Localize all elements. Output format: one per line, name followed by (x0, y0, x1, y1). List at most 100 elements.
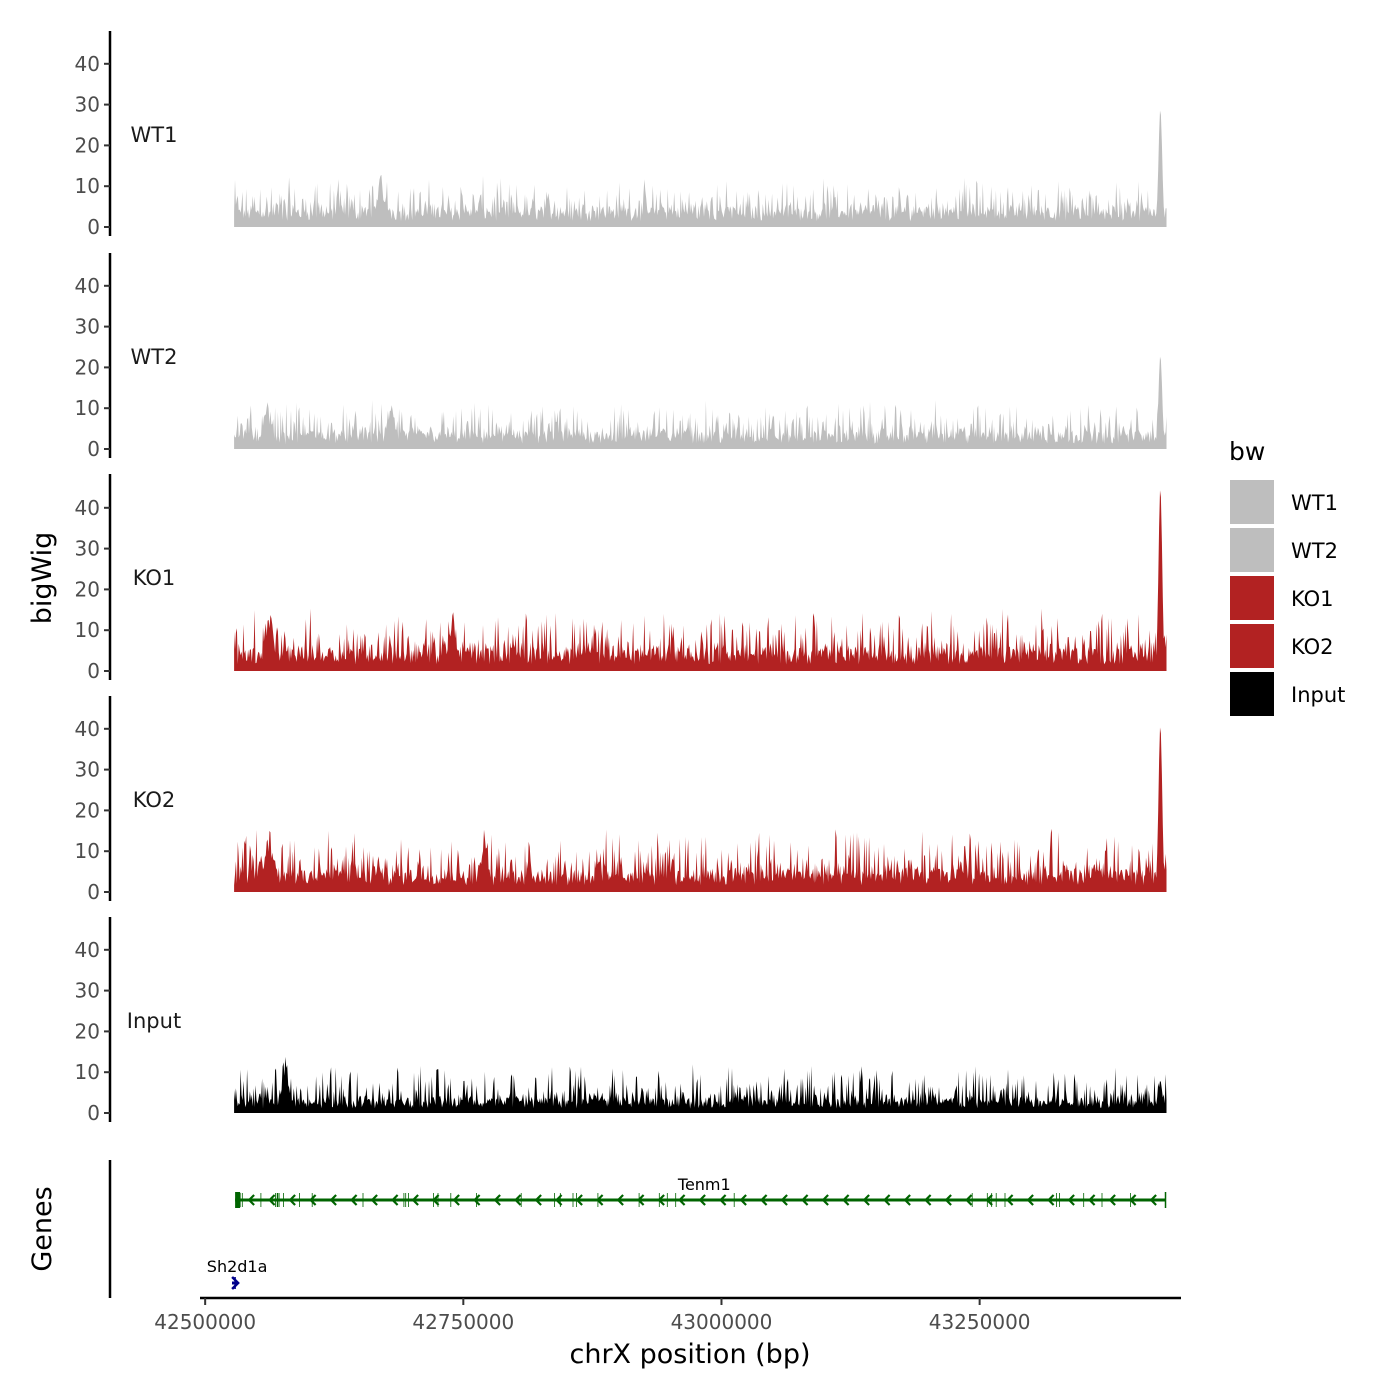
coverage-area (234, 727, 1167, 892)
strand-arrow (1088, 1194, 1096, 1206)
y-tick-label: 20 (75, 1019, 100, 1043)
genes-axis-title: Genes (27, 1186, 58, 1271)
y-tick-label: 20 (75, 355, 100, 379)
track-ko1: 0 10 20 30 40 KO1 (75, 474, 1167, 683)
coverage-area (234, 1056, 1167, 1113)
gene-label: Tenm1 (677, 1175, 731, 1194)
gene-tenm1: Tenm1 (235, 1175, 1167, 1208)
strand-arrow (719, 1194, 727, 1206)
strand-arrow (678, 1194, 686, 1206)
y-tick-label: 20 (75, 577, 100, 601)
x-tick-label: 43000000 (671, 1310, 773, 1334)
y-tick-label: 30 (75, 315, 100, 339)
y-tick-label: 10 (75, 618, 100, 642)
strand-arrow (493, 1194, 501, 1206)
legend-label: Input (1291, 683, 1345, 707)
strand-arrow (903, 1194, 911, 1206)
strand-arrow (616, 1194, 624, 1206)
x-tick-label: 42500000 (154, 1310, 256, 1334)
y-tick-label: 20 (75, 798, 100, 822)
strand-arrow (370, 1194, 378, 1206)
legend-key (1230, 624, 1274, 668)
legend: bw WT1 WT2 KO1 KO2 Input (1229, 437, 1345, 716)
track-label: WT2 (131, 345, 178, 369)
coverage-area (234, 110, 1167, 227)
gene-label: Sh2d1a (207, 1257, 268, 1276)
track-label: KO2 (133, 788, 176, 812)
strand-arrow (247, 1194, 255, 1206)
strand-arrow (944, 1194, 952, 1206)
strand-arrow (1047, 1194, 1055, 1206)
legend-key (1230, 672, 1274, 716)
x-axis: 42500000 42750000 43000000 43250000 (154, 1296, 1181, 1334)
coverage-tracks: 0 10 20 30 40 WT1 0 10 20 30 40 WT2 0 10 20 30 40 KO1 0 10 2… (75, 31, 1167, 1125)
y-tick-label: 30 (75, 537, 100, 561)
exon (235, 1192, 241, 1208)
track-label: WT1 (131, 123, 178, 147)
strand-arrow (231, 1276, 240, 1290)
legend-title: bw (1229, 437, 1265, 466)
strand-arrow (821, 1194, 829, 1206)
strand-arrow (1108, 1194, 1116, 1206)
strand-arrow (534, 1194, 542, 1206)
y-tick-label: 30 (75, 93, 100, 117)
strand-arrow (985, 1194, 993, 1206)
strand-arrow (473, 1194, 481, 1206)
track-input: 0 10 20 30 40 Input (75, 917, 1167, 1125)
strand-arrow (883, 1194, 891, 1206)
strand-arrow (842, 1194, 850, 1206)
strand-arrow (965, 1194, 973, 1206)
y-tick-label: 30 (75, 979, 100, 1003)
strand-arrow (391, 1194, 399, 1206)
strand-arrow (350, 1194, 358, 1206)
strand-arrow (1129, 1194, 1137, 1206)
coverage-area (234, 490, 1167, 671)
track-ko2: 0 10 20 30 40 KO2 (75, 696, 1167, 904)
y-tick-label: 10 (75, 1060, 100, 1084)
y-tick-label: 10 (75, 174, 100, 198)
y-tick-label: 40 (75, 938, 100, 962)
y-tick-label: 0 (87, 437, 100, 461)
y-tick-label: 0 (87, 215, 100, 239)
y-tick-label: 10 (75, 396, 100, 420)
strand-arrow (657, 1194, 665, 1206)
strand-arrow (1006, 1194, 1014, 1206)
track-wt2: 0 10 20 30 40 WT2 (75, 253, 1167, 461)
strand-arrow (760, 1194, 768, 1206)
legend-label: KO2 (1291, 635, 1334, 659)
strand-arrow (514, 1194, 522, 1206)
y-tick-label: 40 (75, 52, 100, 76)
strand-arrow (432, 1194, 440, 1206)
y-tick-label: 0 (87, 1101, 100, 1125)
coverage-area (234, 356, 1167, 449)
strand-arrow (329, 1194, 337, 1206)
strand-arrow (268, 1194, 276, 1206)
y-tick-label: 30 (75, 758, 100, 782)
legend-label: KO1 (1291, 587, 1334, 611)
strand-arrow (411, 1194, 419, 1206)
y-tick-label: 20 (75, 133, 100, 157)
y-axis-title: bigWig (27, 532, 58, 625)
y-tick-label: 0 (87, 659, 100, 683)
strand-arrow (801, 1194, 809, 1206)
strand-arrow (1067, 1194, 1075, 1206)
y-tick-label: 40 (75, 717, 100, 741)
y-tick-label: 40 (75, 496, 100, 520)
x-axis-title: chrX position (bp) (569, 1339, 810, 1370)
track-label: Input (127, 1009, 181, 1033)
x-tick-label: 43250000 (929, 1310, 1031, 1334)
y-tick-label: 0 (87, 880, 100, 904)
strand-arrow (862, 1194, 870, 1206)
x-tick-label: 42750000 (412, 1310, 514, 1334)
strand-arrow (452, 1194, 460, 1206)
track-wt1: 0 10 20 30 40 WT1 (75, 31, 1167, 239)
strand-arrow (637, 1194, 645, 1206)
strand-arrow (924, 1194, 932, 1206)
strand-arrow (575, 1194, 583, 1206)
y-tick-label: 40 (75, 274, 100, 298)
strand-arrow (698, 1194, 706, 1206)
strand-arrow (555, 1194, 563, 1206)
strand-arrow (596, 1194, 604, 1206)
legend-key (1230, 480, 1274, 524)
